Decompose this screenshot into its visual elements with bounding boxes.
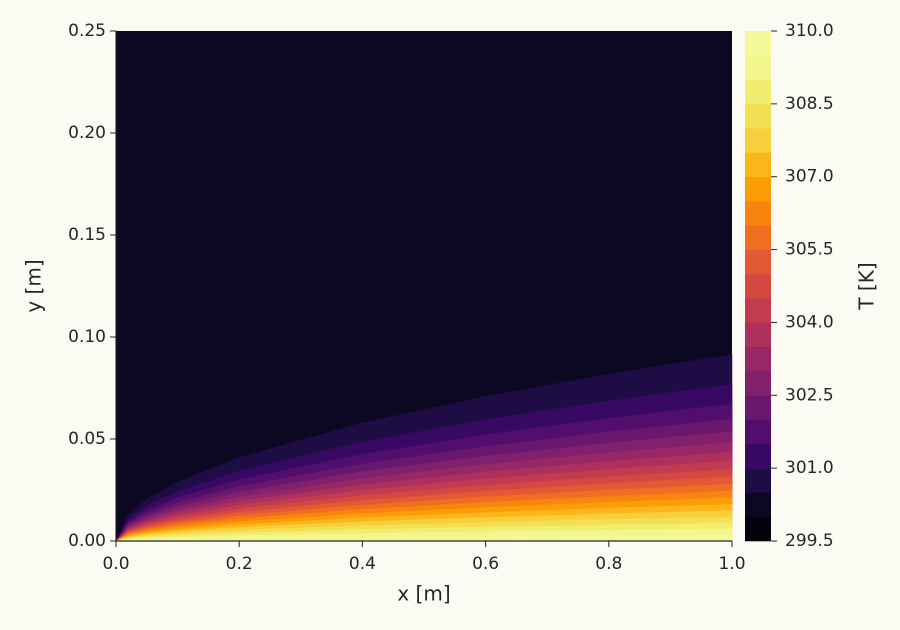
- colorbar-tick-label: 307.0: [785, 167, 834, 187]
- colorbar-band: [745, 298, 771, 323]
- colorbar-band: [745, 346, 771, 372]
- colorbar-band: [745, 273, 771, 299]
- colorbar-tick-label: 305.5: [785, 240, 834, 260]
- colorbar-band: [745, 201, 771, 226]
- colorbar-band: [745, 322, 771, 348]
- y-tick-label: 0.20: [68, 123, 106, 143]
- x-tick-label: 0.0: [102, 554, 129, 574]
- colorbar-label: T [K]: [855, 262, 879, 310]
- colorbar-tick-label: 302.5: [785, 385, 834, 405]
- colorbar-band: [745, 103, 771, 129]
- colorbar-band: [745, 152, 771, 178]
- x-tick-label: 0.6: [472, 554, 499, 574]
- colorbar-band: [745, 176, 771, 202]
- colorbar-band: [745, 492, 771, 518]
- colorbar-band: [745, 468, 771, 493]
- colorbar-tick-label: 308.5: [785, 94, 834, 114]
- y-tick-label: 0.10: [68, 327, 106, 347]
- colorbar-band: [745, 419, 771, 445]
- colorbar-band: [745, 128, 771, 153]
- x-tick-label: 0.8: [595, 554, 622, 574]
- x-tick-label: 0.2: [226, 554, 253, 574]
- y-tick-label: 0.15: [68, 225, 106, 245]
- colorbar-band: [745, 55, 771, 80]
- colorbar-band: [745, 516, 771, 542]
- contour-band: [115, 534, 733, 542]
- colorbar-band: [745, 31, 771, 56]
- x-axis-label: x [m]: [397, 582, 450, 606]
- y-tick-label: 0.05: [68, 429, 106, 449]
- colorbar-tick-label: 301.0: [785, 458, 834, 478]
- y-axis-label: y [m]: [22, 259, 46, 312]
- colorbar-tick-label: 304.0: [785, 312, 834, 332]
- x-tick-label: 1.0: [718, 554, 745, 574]
- colorbar-band: [745, 249, 771, 275]
- colorbar-band: [745, 395, 771, 420]
- colorbar-band: [745, 225, 771, 250]
- colorbar-band: [745, 443, 771, 469]
- colorbar-band: [745, 79, 771, 105]
- colorbar-band: [745, 371, 771, 396]
- x-tick-label: 0.4: [349, 554, 376, 574]
- y-tick-label: 0.25: [68, 21, 106, 41]
- colorbar-tick-label: 299.5: [785, 531, 834, 551]
- colorbar-tick-label: 310.0: [785, 21, 834, 41]
- y-tick-label: 0.00: [68, 531, 106, 551]
